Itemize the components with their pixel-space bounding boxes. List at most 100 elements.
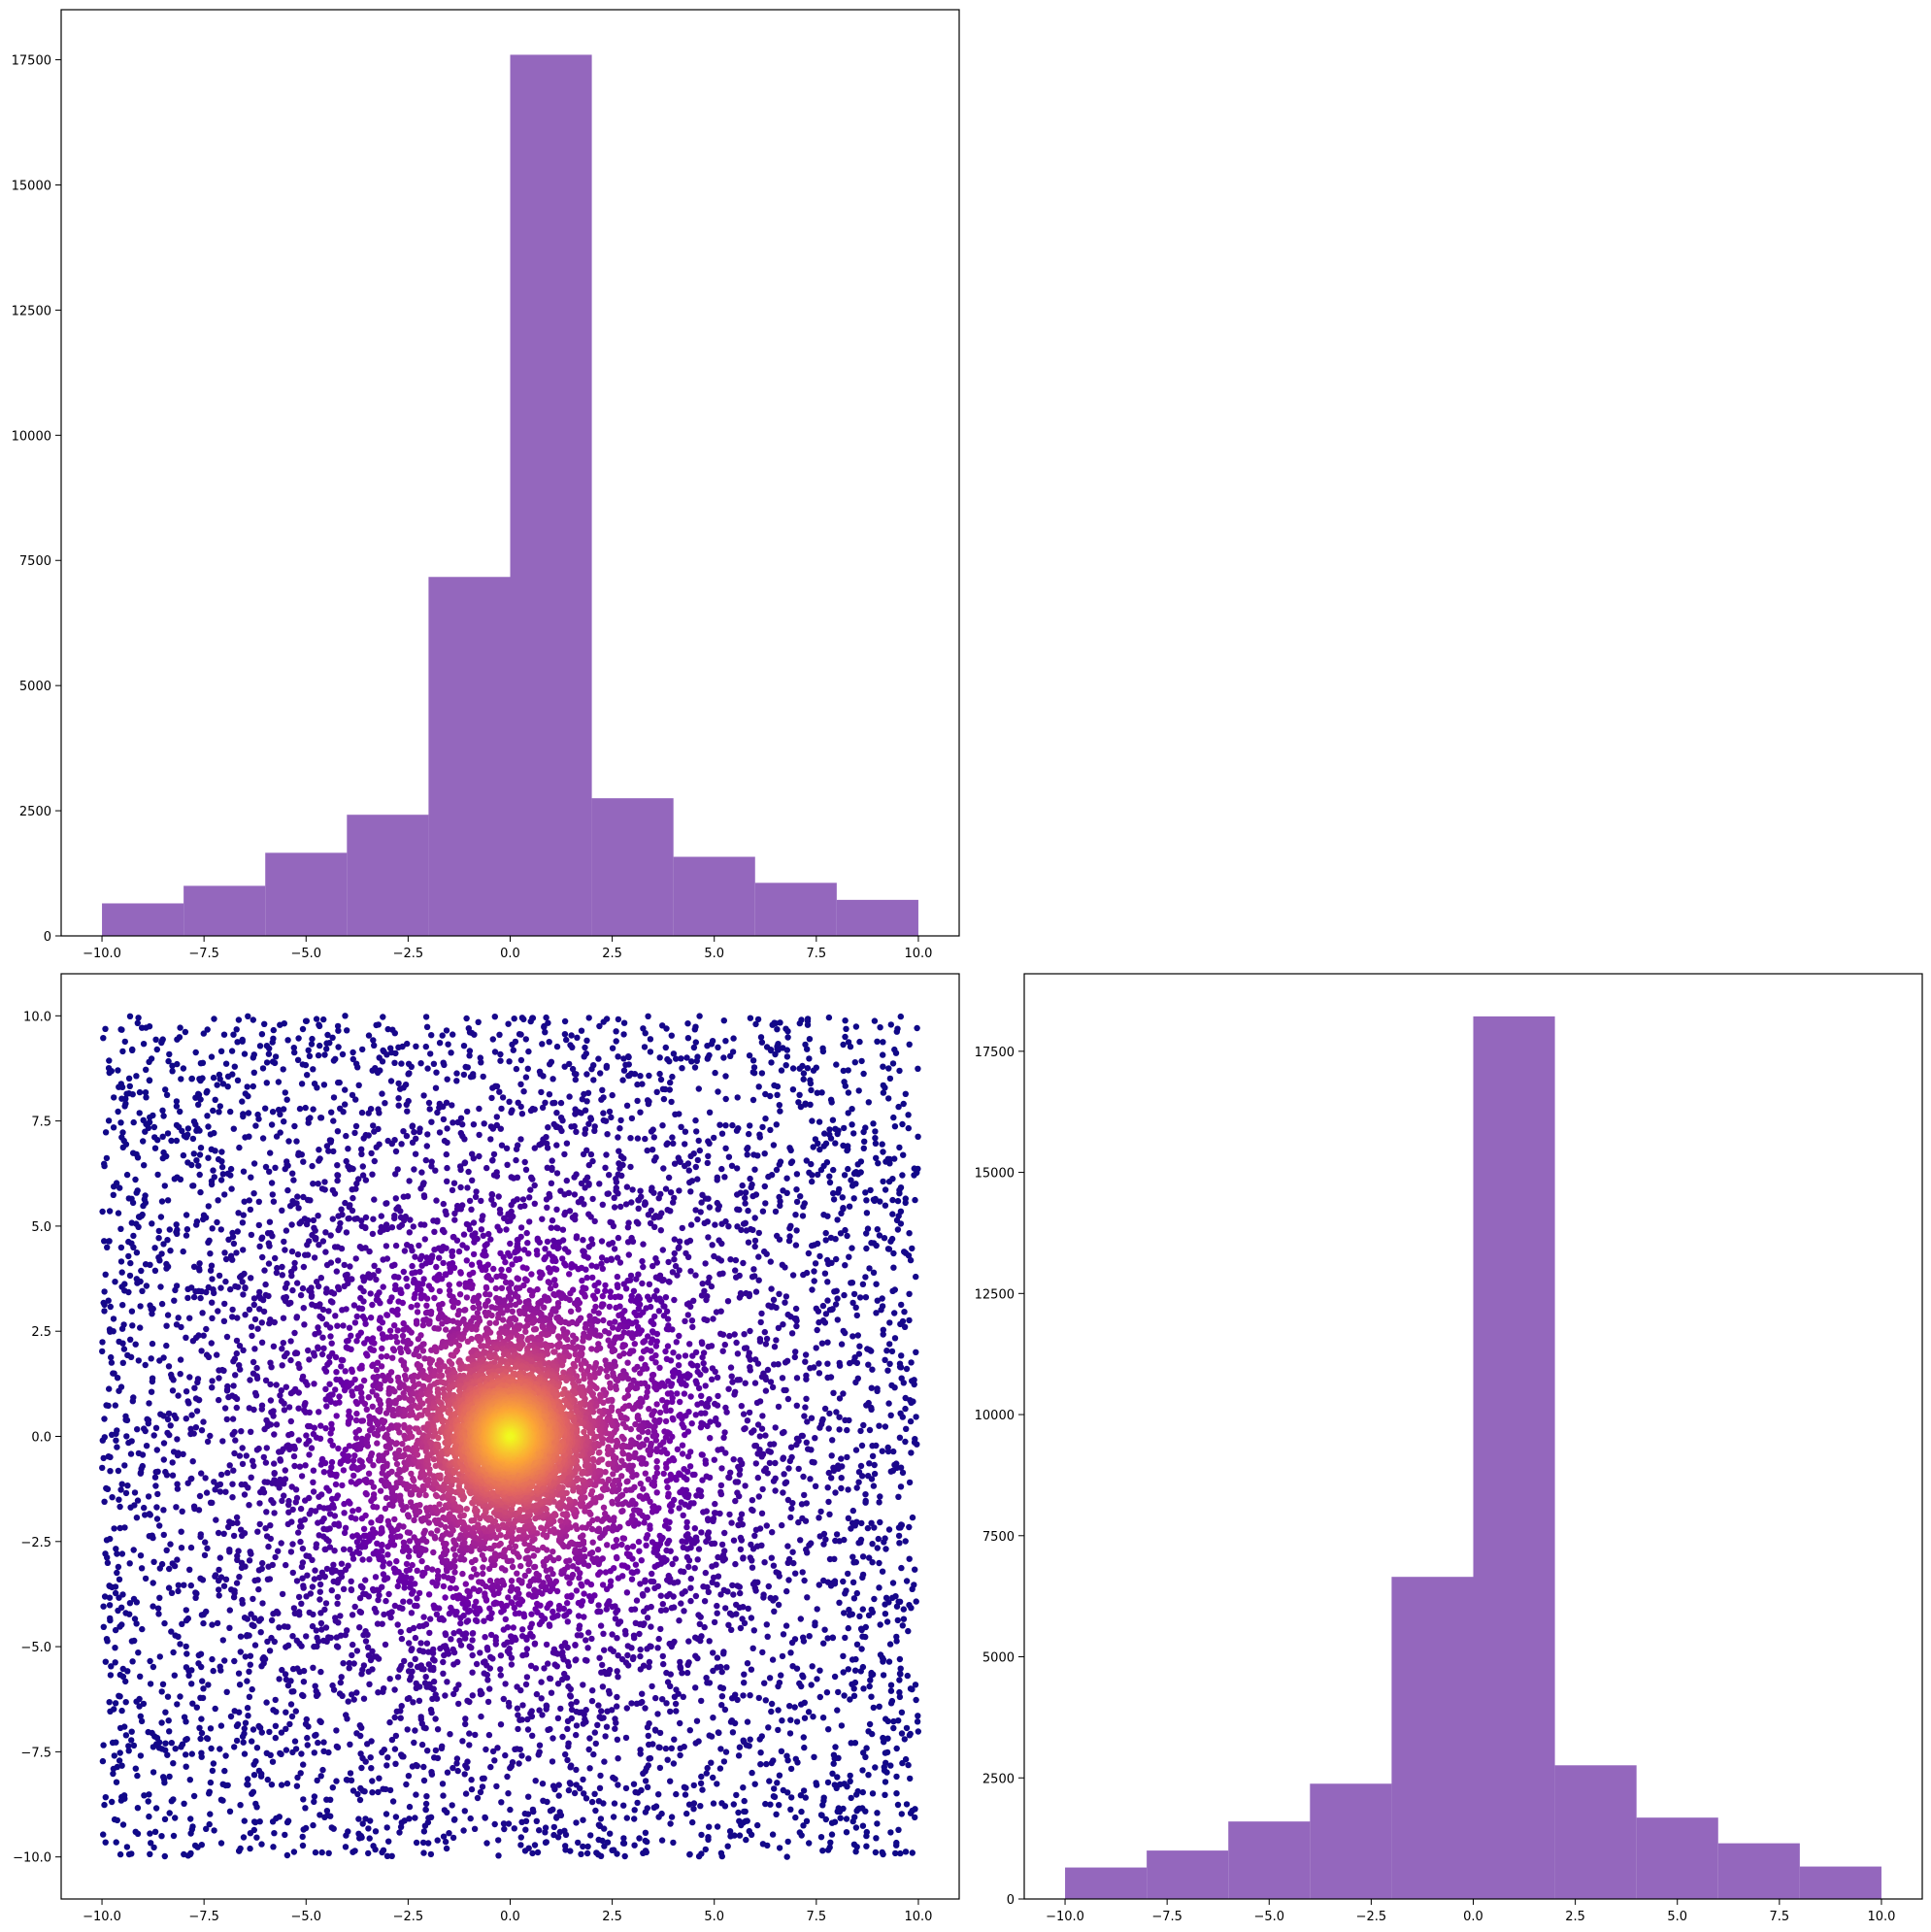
scatter-point <box>879 1448 885 1454</box>
scatter-point <box>795 1465 802 1473</box>
scatter-point <box>478 1059 484 1066</box>
scatter-point <box>555 1782 562 1788</box>
scatter-point <box>752 1288 760 1295</box>
scatter-point <box>787 1649 794 1656</box>
scatter-point <box>391 1714 398 1721</box>
scatter-point <box>251 1642 259 1649</box>
scatter-point <box>531 1200 538 1208</box>
scatter-point <box>255 1445 262 1452</box>
scatter-point <box>373 1276 380 1283</box>
scatter-point <box>233 1395 241 1403</box>
scatter-point <box>646 1755 652 1762</box>
scatter-point <box>460 1231 468 1238</box>
scatter-point <box>599 1086 606 1094</box>
scatter-point <box>310 1664 316 1672</box>
scatter-point <box>129 1047 136 1054</box>
scatter-point <box>841 1172 849 1179</box>
scatter-point <box>770 1296 778 1304</box>
scatter-point <box>381 1685 387 1692</box>
scatter-point <box>882 1779 889 1785</box>
scatter-point <box>300 1158 307 1165</box>
scatter-point <box>793 1227 800 1234</box>
scatter-point <box>897 1665 904 1672</box>
scatter-point <box>785 1555 793 1563</box>
scatter-point <box>477 1054 483 1061</box>
scatter-point <box>362 1177 370 1183</box>
scatter-point <box>470 1121 478 1128</box>
scatter-point <box>865 1361 872 1368</box>
scatter-point <box>749 1497 756 1504</box>
scatter-point <box>121 1281 128 1287</box>
scatter-point <box>253 1364 260 1372</box>
scatter-point <box>639 1257 646 1265</box>
scatter-point <box>271 1830 278 1837</box>
scatter-point <box>591 1127 598 1135</box>
scatter-point <box>804 1021 812 1028</box>
axes-frame <box>60 9 960 937</box>
scatter-point <box>740 1411 748 1417</box>
scatter-point <box>204 1026 211 1033</box>
scatter-point <box>104 1559 112 1567</box>
scatter-point <box>120 1792 128 1799</box>
scatter-point <box>289 1170 296 1177</box>
scatter-point <box>538 1695 545 1702</box>
scatter-point <box>122 1678 129 1685</box>
scatter-point <box>237 1802 244 1809</box>
scatter-point <box>862 1491 869 1498</box>
scatter-point <box>293 1578 301 1584</box>
scatter-point <box>348 1578 354 1585</box>
scatter-point <box>906 1523 913 1531</box>
scatter-point <box>183 1416 189 1422</box>
scatter-point <box>157 1283 164 1290</box>
scatter-point <box>830 1196 838 1203</box>
scatter-point <box>272 1053 280 1060</box>
scatter-point <box>640 1025 647 1032</box>
scatter-point <box>733 1339 740 1347</box>
scatter-point <box>855 1479 862 1485</box>
scatter-point <box>741 1345 749 1351</box>
scatter-point <box>302 1104 309 1112</box>
scatter-point <box>840 1067 847 1075</box>
scatter-point <box>536 1742 544 1749</box>
scatter-point <box>759 1841 767 1848</box>
scatter-point <box>140 1700 148 1708</box>
scatter-point <box>166 1773 173 1781</box>
scatter-point <box>767 1801 774 1808</box>
scatter-point <box>250 1462 257 1470</box>
scatter-point <box>901 1736 908 1743</box>
scatter-point <box>899 1120 906 1128</box>
scatter-point <box>865 1473 872 1480</box>
scatter-point <box>316 1717 323 1724</box>
x-tick-label: −5.0 <box>290 1910 321 1924</box>
scatter-point <box>830 1389 837 1397</box>
scatter-point <box>734 1094 741 1101</box>
scatter-point <box>642 1705 649 1712</box>
scatter-point <box>787 1514 794 1521</box>
scatter-point <box>891 1123 899 1130</box>
scatter-point <box>862 1274 869 1281</box>
scatter-point <box>732 1267 739 1274</box>
scatter-point <box>496 1031 503 1039</box>
scatter-point <box>289 1541 296 1548</box>
scatter-point <box>838 1210 845 1217</box>
scatter-point <box>896 1655 904 1663</box>
scatter-point <box>694 1156 701 1164</box>
scatter-point <box>717 1488 724 1496</box>
scatter-point <box>198 1348 205 1354</box>
scatter-point <box>388 1140 395 1148</box>
scatter-point <box>338 1674 345 1681</box>
scatter-point <box>853 1589 860 1597</box>
scatter-point <box>373 1144 380 1150</box>
scatter-point <box>151 1474 159 1481</box>
scatter-point <box>597 1772 604 1780</box>
scatter-point <box>755 1229 762 1237</box>
scatter-point <box>863 1402 870 1409</box>
scatter-point <box>112 1645 118 1651</box>
scatter-point <box>668 1032 675 1039</box>
scatter-point <box>508 1661 516 1668</box>
scatter-point <box>572 1111 579 1117</box>
scatter-point <box>657 1625 664 1633</box>
scatter-point <box>392 1814 400 1820</box>
scatter-point <box>208 1745 215 1752</box>
scatter-point <box>266 1576 274 1582</box>
